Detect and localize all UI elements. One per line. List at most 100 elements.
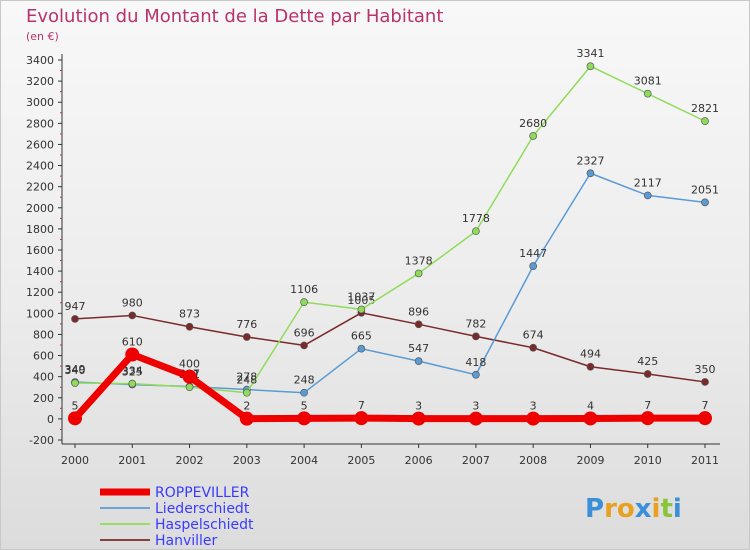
y-tick-label: 600 [33,350,54,363]
series-line-hanviller [74,312,706,383]
data-label: 4 [587,399,594,412]
legend-label: Hanviller [155,533,218,549]
data-label: 896 [408,305,429,318]
data-label: 776 [236,318,257,331]
data-label: 248 [236,374,257,387]
data-point [71,379,79,387]
data-point [701,378,709,386]
data-label: 1005 [347,294,375,307]
logo-letter: r [604,494,617,524]
series-line-haspelschiedt [74,65,706,394]
data-point [411,411,426,426]
chart-subtitle: (en €) [26,30,59,43]
y-tick-label: 2600 [26,138,54,151]
data-point [414,269,423,278]
data-label: 782 [465,317,486,330]
logo-letter: x [635,494,652,524]
data-point [128,379,137,388]
data-label: 3 [415,400,422,413]
data-point [529,262,538,270]
data-label: 350 [695,363,716,376]
data-label: 1447 [519,247,547,260]
data-label: 947 [65,300,86,313]
data-point [185,383,194,391]
x-tick-label: 2008 [519,454,547,467]
data-point [583,411,598,426]
x-tick-label: 2001 [118,454,146,467]
x-tick-label: 2009 [576,454,604,467]
data-label: 3 [472,400,479,413]
y-tick-label: 3400 [26,54,54,67]
x-tick-label: 2000 [61,454,89,467]
y-tick-label: 3000 [26,96,54,109]
data-label: 325 [122,366,143,379]
data-point [701,117,709,125]
data-label: 418 [465,356,486,369]
x-tick-label: 2007 [462,454,490,467]
data-label: 1106 [290,283,318,296]
axes: -200 0 200 400 600 800 1000 1200 1400 1600 1800 200… [26,54,720,467]
x-tick-label: 2002 [176,454,204,467]
y-tick-label: -200 [29,434,54,447]
data-point [414,357,423,365]
data-point [472,370,480,379]
data-point [239,411,254,426]
data-point [586,62,595,71]
proxiti-logo: Proxiti [585,494,682,524]
x-tick-label: 2010 [634,454,662,467]
series-layer: 947 9808737766961005896782674494425350349… [65,47,719,426]
data-label: 349 [65,363,86,376]
y-tick-label: 200 [33,392,54,405]
y-tick-label: 1400 [26,265,54,278]
x-tick-label: 2011 [691,454,719,467]
data-label: 334 [122,365,143,378]
data-label: 425 [637,355,658,368]
data-label: 3081 [634,75,662,88]
series-hanviller: 947 980 873 776 696 1005 896 782 674 494 425 350 [65,294,716,386]
x-tick-label: 2005 [347,454,375,467]
data-label: 278 [236,371,257,384]
x-tick-label: 2003 [233,454,261,467]
logo-letter: t [660,494,672,524]
data-point [586,169,595,178]
data-point [468,411,483,426]
data-label: 494 [580,348,601,361]
data-label: 2 [243,400,250,413]
legend-label: ROPPEVILLER [155,485,250,501]
series-line-liederschiedt [74,172,706,394]
data-label: 674 [523,329,544,342]
logo-letter: P [585,494,604,524]
legend-label: Liederschiedt [155,501,250,517]
data-point [68,411,82,426]
data-label: 5 [301,399,308,412]
y-tick-label: 3200 [26,75,54,88]
y-tick-label: 2800 [26,117,54,130]
logo-letter: o [617,494,635,524]
data-label: 3341 [576,47,604,60]
data-label: 610 [122,336,143,349]
data-point [300,341,308,350]
y-tick-label: 0 [47,413,54,426]
data-label: 7 [358,399,365,412]
logo-letter: i [652,494,661,524]
data-point [529,343,538,352]
data-label: 2821 [691,102,719,115]
x-tick-label: 2006 [405,454,433,467]
y-tick-label: 2000 [26,202,54,215]
data-label: 340 [65,364,86,377]
y-tick-label: 800 [33,328,54,341]
chart-title: Evolution du Montant de la Dette par Hab… [26,6,443,27]
data-label: 7 [702,399,709,412]
data-point [586,362,595,371]
logo-text: Proxiti [585,494,682,524]
data-point [300,388,308,397]
data-label: 7 [644,399,651,412]
y-tick-label: 400 [33,371,54,384]
data-point [185,322,194,331]
data-label: 2327 [576,154,604,167]
y-tick-label: 1200 [26,286,54,299]
data-label: 665 [351,330,372,343]
series-liederschiedt: 3493253072782486655474181447232721172051 [65,154,719,397]
data-label: 696 [294,326,315,339]
data-point [698,411,712,426]
